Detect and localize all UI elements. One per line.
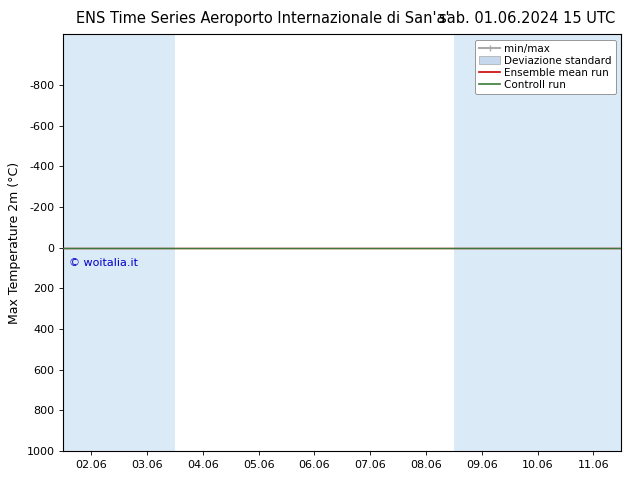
Y-axis label: Max Temperature 2m (°C): Max Temperature 2m (°C) bbox=[8, 162, 21, 323]
Text: sab. 01.06.2024 15 UTC: sab. 01.06.2024 15 UTC bbox=[439, 11, 615, 26]
Text: ENS Time Series Aeroporto Internazionale di San'a': ENS Time Series Aeroporto Internazionale… bbox=[76, 11, 450, 26]
Text: © woitalia.it: © woitalia.it bbox=[69, 258, 138, 268]
Bar bbox=[454, 34, 510, 451]
Bar bbox=[510, 34, 566, 451]
Bar bbox=[63, 34, 119, 451]
Bar bbox=[119, 34, 175, 451]
Bar bbox=[621, 34, 634, 451]
Bar bbox=[566, 34, 621, 451]
Legend: min/max, Deviazione standard, Ensemble mean run, Controll run: min/max, Deviazione standard, Ensemble m… bbox=[476, 40, 616, 94]
